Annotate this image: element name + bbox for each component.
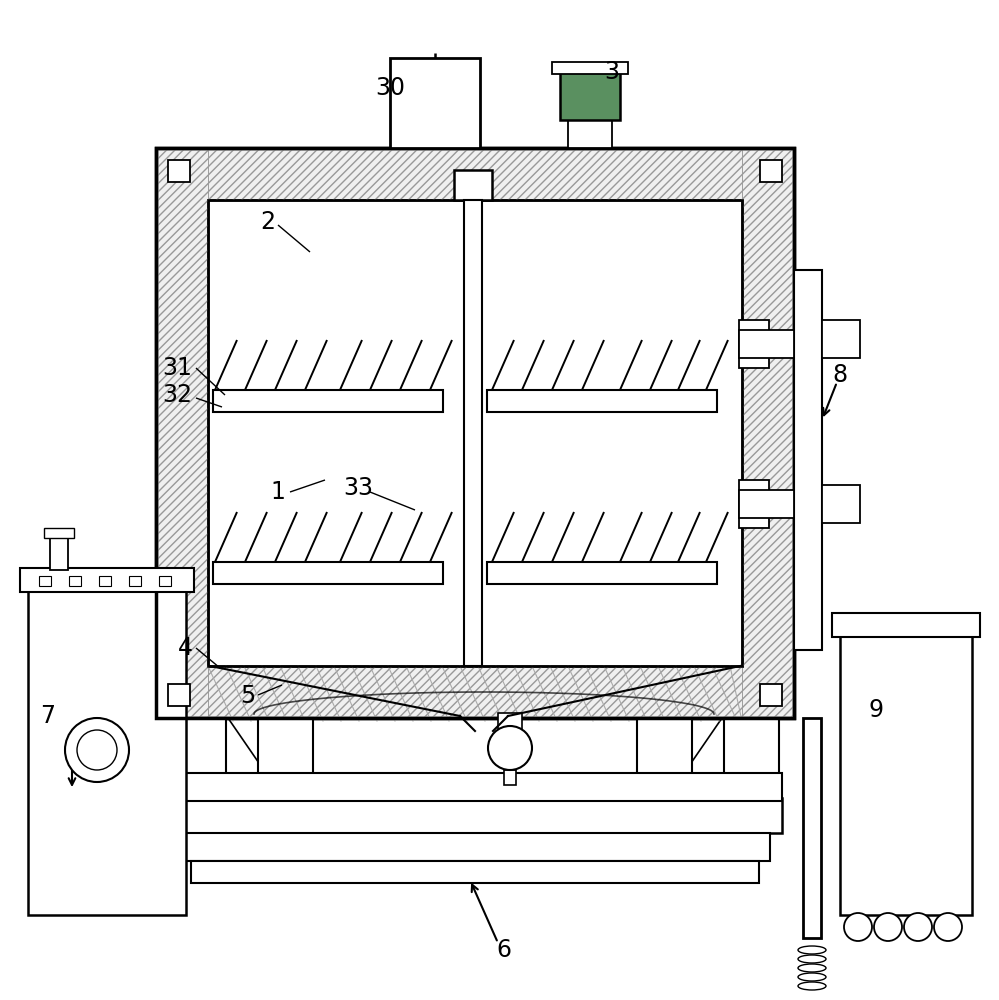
Bar: [454, 170, 492, 200]
Bar: [156, 148, 794, 718]
Bar: [760, 684, 782, 706]
Bar: [213, 390, 443, 412]
Bar: [724, 718, 779, 798]
Text: 32: 32: [162, 383, 192, 407]
Bar: [168, 798, 782, 833]
Bar: [637, 718, 692, 798]
Circle shape: [65, 718, 129, 782]
Bar: [840, 635, 972, 915]
Text: 3: 3: [604, 60, 619, 84]
Bar: [822, 485, 860, 523]
Circle shape: [934, 913, 962, 941]
Circle shape: [874, 913, 902, 941]
Circle shape: [77, 730, 117, 770]
Bar: [832, 613, 980, 637]
Bar: [568, 72, 612, 148]
Bar: [803, 718, 821, 938]
Bar: [487, 562, 717, 584]
Bar: [20, 568, 194, 592]
Bar: [180, 833, 770, 861]
Bar: [258, 718, 313, 798]
Bar: [739, 480, 769, 528]
Bar: [208, 200, 742, 666]
Bar: [208, 148, 742, 200]
Bar: [742, 148, 794, 718]
Text: 7: 7: [41, 704, 56, 728]
Circle shape: [844, 913, 872, 941]
Bar: [794, 270, 822, 650]
Bar: [498, 713, 522, 731]
Text: 6: 6: [497, 938, 511, 962]
Text: 4: 4: [178, 636, 193, 660]
Bar: [171, 718, 226, 798]
Bar: [390, 58, 480, 148]
Bar: [191, 861, 759, 883]
Bar: [99, 576, 111, 586]
Bar: [156, 148, 208, 718]
Bar: [208, 666, 742, 718]
Bar: [28, 590, 186, 915]
Bar: [739, 320, 769, 368]
Bar: [159, 576, 171, 586]
Bar: [552, 62, 628, 74]
Bar: [129, 576, 141, 586]
Bar: [208, 200, 742, 666]
Bar: [504, 770, 516, 785]
Bar: [39, 576, 51, 586]
Bar: [739, 330, 794, 358]
Bar: [156, 148, 794, 718]
Ellipse shape: [798, 955, 826, 963]
Bar: [822, 320, 860, 358]
Bar: [168, 773, 782, 801]
Circle shape: [488, 726, 532, 770]
Text: 31: 31: [162, 356, 192, 380]
Text: 2: 2: [261, 210, 276, 234]
Ellipse shape: [798, 946, 826, 954]
Text: 9: 9: [868, 698, 883, 722]
Text: 5: 5: [241, 684, 256, 708]
Bar: [760, 160, 782, 182]
Bar: [560, 72, 620, 120]
Ellipse shape: [798, 973, 826, 981]
Bar: [464, 200, 482, 666]
Bar: [69, 576, 81, 586]
Bar: [739, 490, 794, 518]
Bar: [487, 390, 717, 412]
Ellipse shape: [798, 982, 826, 990]
Bar: [44, 528, 74, 538]
Bar: [213, 562, 443, 584]
Bar: [50, 535, 68, 570]
Text: 1: 1: [271, 480, 286, 504]
Bar: [168, 160, 190, 182]
Text: 33: 33: [343, 476, 373, 500]
Bar: [168, 684, 190, 706]
Ellipse shape: [798, 964, 826, 972]
Text: 30: 30: [375, 76, 405, 100]
Circle shape: [904, 913, 932, 941]
Text: 8: 8: [832, 363, 847, 387]
